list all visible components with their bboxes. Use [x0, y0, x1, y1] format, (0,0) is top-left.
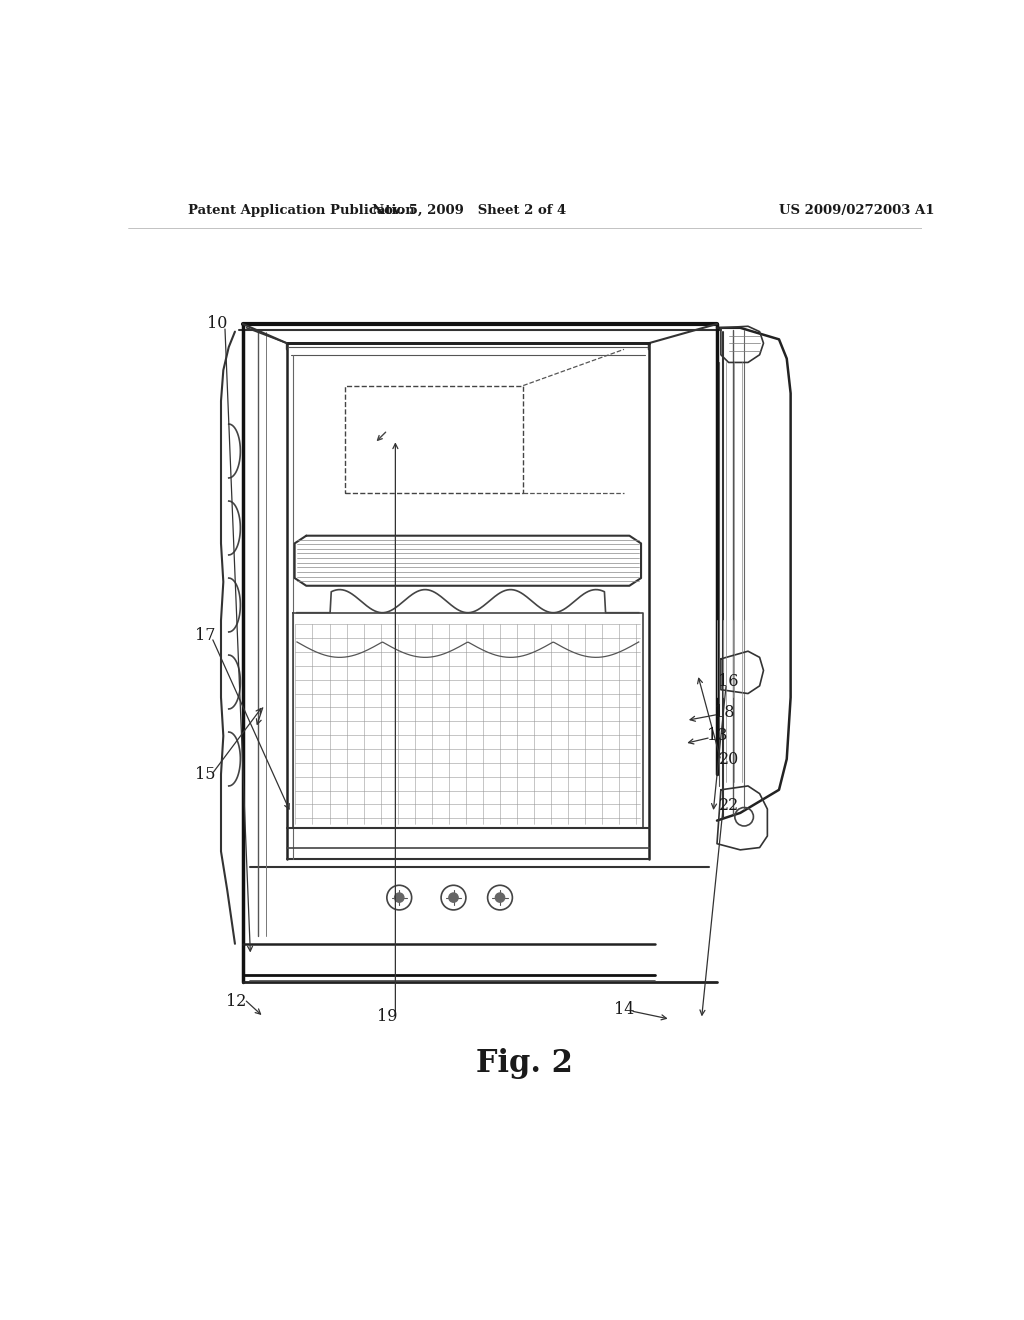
Circle shape: [394, 892, 403, 903]
Text: 14: 14: [613, 1001, 634, 1018]
Text: Patent Application Publication: Patent Application Publication: [188, 205, 415, 218]
Text: 19: 19: [378, 1008, 398, 1026]
Circle shape: [449, 892, 458, 903]
Text: Nov. 5, 2009   Sheet 2 of 4: Nov. 5, 2009 Sheet 2 of 4: [372, 205, 566, 218]
Text: 16: 16: [719, 673, 739, 690]
Bar: [345, 385, 523, 494]
Text: 22: 22: [719, 797, 738, 813]
Text: Fig. 2: Fig. 2: [476, 1048, 573, 1078]
Text: 18: 18: [715, 705, 735, 721]
Circle shape: [496, 892, 505, 903]
Text: 12: 12: [226, 993, 247, 1010]
Text: 20: 20: [719, 751, 738, 767]
Text: 10: 10: [207, 315, 227, 333]
Text: US 2009/0272003 A1: US 2009/0272003 A1: [779, 205, 935, 218]
Text: 15: 15: [196, 766, 216, 783]
Text: 17: 17: [196, 627, 216, 644]
Text: 13: 13: [707, 727, 727, 744]
